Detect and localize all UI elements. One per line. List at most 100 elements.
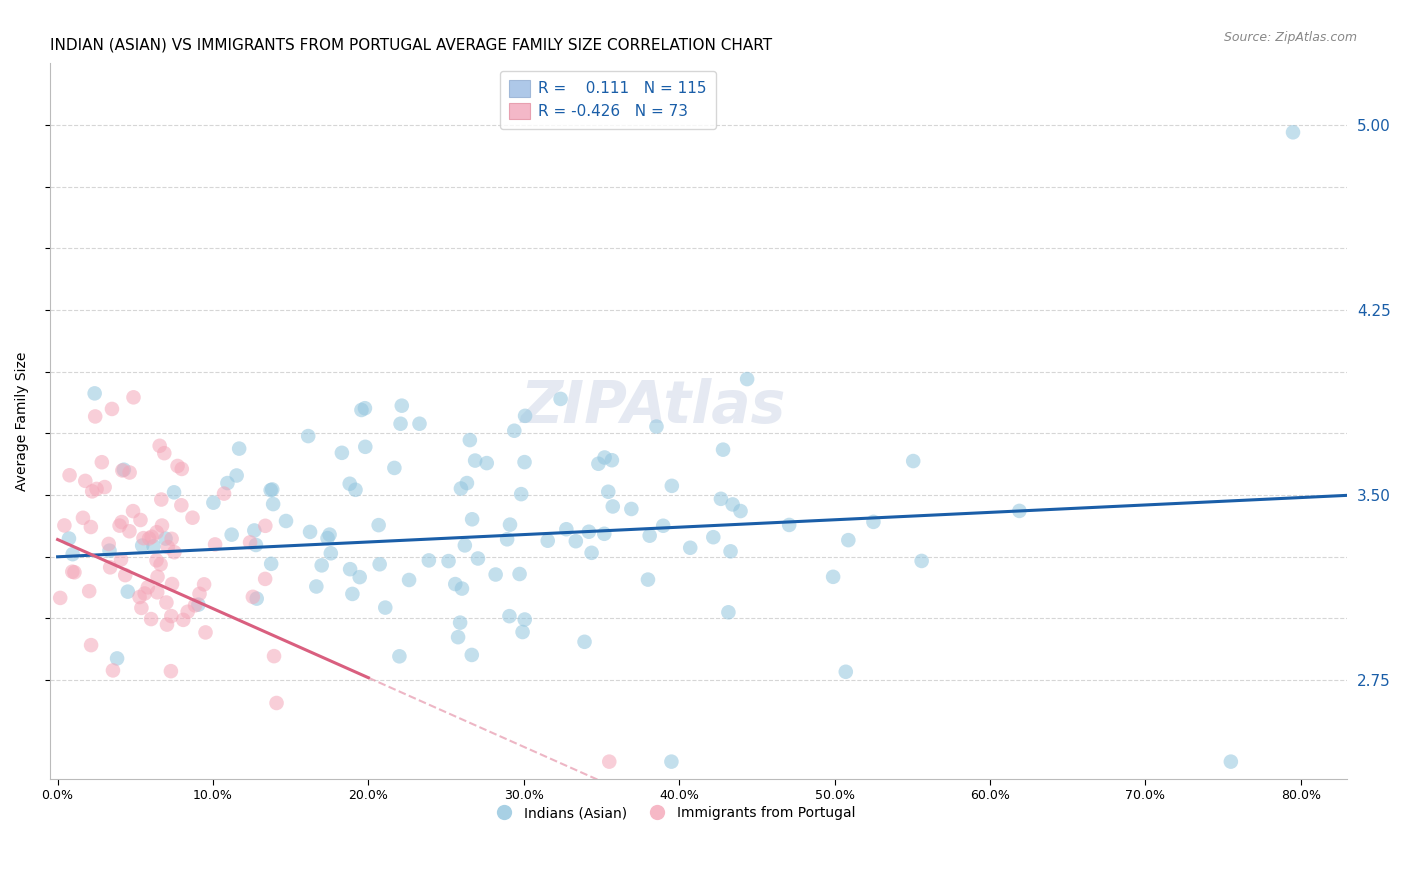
Point — [374, 600, 396, 615]
Point — [138, 532, 160, 546]
Text: ZIPAtlas: ZIPAtlas — [520, 378, 786, 435]
Point — [437, 554, 460, 568]
Point — [318, 527, 340, 541]
Point — [254, 518, 277, 533]
Point — [194, 625, 217, 640]
Point — [141, 530, 163, 544]
Point — [101, 401, 124, 416]
Point — [139, 612, 162, 626]
Point — [778, 518, 800, 533]
Point — [835, 665, 858, 679]
Point — [266, 696, 288, 710]
Point — [496, 533, 519, 547]
Point — [717, 605, 740, 619]
Legend: Indians (Asian), Immigrants from Portugal: Indians (Asian), Immigrants from Portuga… — [485, 800, 860, 826]
Point — [146, 570, 169, 584]
Text: Source: ZipAtlas.com: Source: ZipAtlas.com — [1223, 31, 1357, 45]
Point — [513, 409, 536, 423]
Point — [513, 455, 536, 469]
Point — [454, 538, 477, 552]
Point — [62, 547, 84, 561]
Point — [212, 486, 235, 500]
Point — [166, 458, 188, 473]
Point — [122, 390, 145, 404]
Point — [555, 522, 578, 536]
Point — [600, 453, 623, 467]
Point — [391, 399, 413, 413]
Text: INDIAN (ASIAN) VS IMMIGRANTS FROM PORTUGAL AVERAGE FAMILY SIZE CORRELATION CHART: INDIAN (ASIAN) VS IMMIGRANTS FROM PORTUG… — [49, 37, 772, 53]
Point — [485, 567, 508, 582]
Point — [49, 591, 72, 605]
Point — [260, 483, 283, 497]
Point — [105, 651, 128, 665]
Point — [710, 491, 733, 506]
Point — [90, 455, 112, 469]
Point — [98, 543, 121, 558]
Point — [593, 526, 616, 541]
Point — [503, 424, 526, 438]
Point — [550, 392, 572, 406]
Point — [388, 649, 411, 664]
Point — [117, 584, 139, 599]
Point — [297, 429, 319, 443]
Point — [263, 649, 285, 664]
Point — [114, 568, 136, 582]
Point — [823, 570, 845, 584]
Point — [112, 463, 135, 477]
Point — [602, 500, 624, 514]
Point — [149, 558, 172, 572]
Point — [204, 537, 226, 551]
Point — [447, 630, 470, 644]
Point — [129, 513, 152, 527]
Point — [389, 417, 412, 431]
Point — [458, 433, 481, 447]
Point — [721, 498, 744, 512]
Point — [1282, 125, 1305, 139]
Point — [145, 525, 167, 540]
Point — [1008, 504, 1031, 518]
Point — [499, 517, 522, 532]
Point — [75, 474, 97, 488]
Point — [170, 462, 193, 476]
Point — [93, 480, 115, 494]
Point — [449, 615, 471, 630]
Point — [537, 533, 560, 548]
Point — [382, 461, 405, 475]
Point — [176, 605, 198, 619]
Point — [225, 468, 247, 483]
Point — [228, 442, 250, 456]
Point — [156, 617, 179, 632]
Point — [163, 545, 186, 559]
Point — [160, 664, 183, 678]
Point — [702, 530, 724, 544]
Point — [679, 541, 702, 555]
Point — [735, 372, 758, 386]
Point — [598, 755, 620, 769]
Point — [156, 540, 179, 554]
Point — [661, 755, 683, 769]
Point — [444, 577, 467, 591]
Point — [598, 484, 620, 499]
Point — [339, 476, 361, 491]
Point — [837, 533, 859, 548]
Point — [461, 648, 484, 662]
Point — [80, 638, 103, 652]
Point — [354, 440, 377, 454]
Point — [638, 529, 661, 543]
Point — [58, 532, 80, 546]
Point — [451, 582, 474, 596]
Point — [142, 539, 165, 553]
Point — [578, 524, 600, 539]
Point — [82, 484, 104, 499]
Point — [574, 635, 596, 649]
Point — [149, 439, 172, 453]
Point — [299, 524, 322, 539]
Point — [565, 534, 588, 549]
Point — [150, 492, 173, 507]
Point — [60, 565, 83, 579]
Point — [110, 552, 132, 566]
Point — [193, 577, 215, 591]
Point — [136, 580, 159, 594]
Point — [274, 514, 297, 528]
Point — [63, 566, 86, 580]
